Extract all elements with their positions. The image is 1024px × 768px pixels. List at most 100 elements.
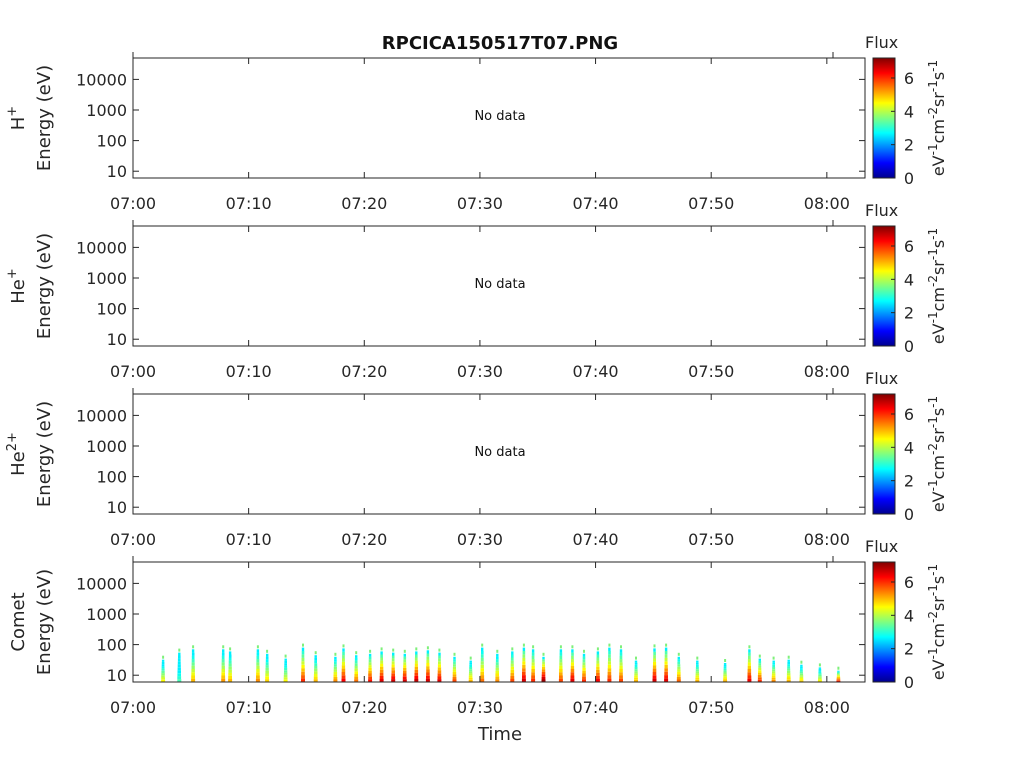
spectrogram-cell	[469, 660, 472, 663]
spectrogram-cell	[426, 646, 429, 650]
spectrogram-cell	[256, 662, 260, 666]
spectrogram-cell	[596, 654, 600, 658]
comet-burst	[265, 649, 270, 682]
comet-burst	[437, 648, 442, 682]
spectrogram-cell	[677, 666, 681, 670]
spectrogram-cell	[522, 668, 526, 672]
spectrogram-cell	[571, 645, 574, 649]
spectrogram-cell	[652, 671, 657, 676]
spectrogram-cell	[653, 661, 657, 666]
x-tick-label: 07:30	[457, 362, 503, 381]
spectrogram-cell	[664, 664, 668, 669]
spectrogram-cell	[836, 680, 841, 682]
spectrogram-cell	[619, 668, 623, 673]
spectrogram-cell	[391, 667, 395, 671]
spectrogram-cell	[747, 668, 752, 673]
spectrogram-cell	[369, 649, 372, 653]
spectrogram-cell	[191, 678, 196, 682]
spectrogram-cell	[800, 660, 803, 664]
spectrogram-cell	[177, 679, 182, 682]
y-tick-label: 1000	[86, 101, 127, 120]
spectrogram-cell	[162, 655, 165, 659]
spectrogram-cell	[531, 649, 535, 653]
spectrogram-cell	[368, 656, 372, 660]
spectrogram-cell	[634, 673, 638, 676]
spectrogram-cell	[391, 673, 395, 677]
spectrogram-cell	[161, 673, 165, 676]
spectrogram-cell	[391, 676, 396, 679]
spectrogram-cell	[653, 644, 656, 648]
x-tick-label: 07:50	[688, 530, 734, 549]
spectrogram-cell	[228, 651, 232, 655]
chart-title: RPCICA150517T07.PNG	[382, 33, 618, 54]
spectrogram-cell	[595, 678, 600, 682]
spectrogram-cell	[677, 652, 680, 656]
spectrogram-cell	[228, 672, 232, 676]
spectrogram-cell	[469, 667, 473, 670]
spectrogram-cell	[301, 678, 305, 682]
spectrogram-cell	[836, 678, 841, 680]
spectrogram-cell	[402, 679, 407, 682]
spectrogram-cell	[522, 654, 526, 658]
panel-species-label: He+	[5, 268, 29, 304]
comet-burst	[341, 644, 346, 682]
spectrogram-cell	[161, 664, 165, 667]
x-tick-label: 07:00	[110, 698, 156, 717]
spectrogram-cell	[747, 665, 751, 669]
spectrogram-cell	[582, 662, 586, 666]
spectrogram-cell	[800, 666, 803, 669]
comet-burst	[676, 652, 681, 682]
spectrogram-cell	[368, 676, 372, 680]
spectrogram-cell	[522, 657, 526, 662]
spectrogram-cell	[469, 656, 472, 660]
spectrogram-cell	[438, 648, 441, 652]
spectrogram-cell	[837, 670, 840, 672]
spectrogram-cell	[531, 659, 535, 663]
spectrogram-cell	[531, 668, 535, 673]
spectrogram-cell	[333, 666, 337, 670]
spectrogram-cell	[283, 677, 288, 680]
colorbar-tick-label: 4	[904, 102, 914, 121]
spectrogram-cell	[480, 668, 484, 672]
spectrogram-cell	[695, 675, 700, 678]
spectrogram-cell	[723, 676, 727, 679]
spectrogram-cell	[301, 668, 305, 672]
spectrogram-cell	[284, 654, 287, 658]
x-tick-label: 07:10	[226, 698, 272, 717]
spectrogram-cell	[368, 670, 372, 674]
spectrogram-cell	[437, 664, 441, 668]
spectrogram-cell	[438, 652, 441, 656]
axes-frame	[132, 57, 866, 179]
spectrogram-cell	[723, 670, 727, 673]
colorbar-tick-label: 6	[904, 237, 914, 256]
comet-burst	[836, 666, 841, 682]
spectrogram-cell	[570, 668, 575, 673]
spectrogram-cell	[758, 667, 762, 671]
spectrogram-cell	[228, 660, 232, 664]
no-data-label: No data	[474, 445, 525, 460]
spectrogram-cell	[453, 652, 456, 656]
x-axis-label: Time	[477, 724, 522, 745]
spectrogram-cell	[426, 663, 430, 667]
spectrogram-cell	[837, 673, 840, 675]
comet-burst	[595, 647, 600, 682]
spectrogram-cell	[341, 665, 346, 669]
x-tick-label: 07:50	[688, 194, 734, 213]
spectrogram-cell	[818, 679, 822, 681]
panel-4: 07:00 07:10 07:20 07:30 07:40 07:50 08:00 10 100…	[8, 537, 948, 717]
spectrogram-cell	[177, 664, 181, 668]
spectrogram-cell	[582, 665, 586, 668]
y-tick-label: 100	[96, 636, 127, 655]
spectrogram-cell	[354, 674, 358, 677]
spectrogram-cell	[437, 676, 442, 679]
panel-2: 07:00 07:10 07:20 07:30 07:40 07:50 08:00 10 100…	[5, 201, 948, 381]
spectrogram-cell	[265, 656, 269, 660]
comet-burst	[161, 655, 166, 682]
comet-burst	[607, 643, 612, 682]
spectrogram-cell	[342, 644, 345, 648]
spectrogram-cell	[221, 678, 226, 682]
spectrogram-cell	[452, 669, 457, 672]
spectrogram-cell	[559, 672, 563, 676]
spectrogram-cell	[596, 657, 600, 661]
spectrogram-cell	[178, 652, 181, 656]
